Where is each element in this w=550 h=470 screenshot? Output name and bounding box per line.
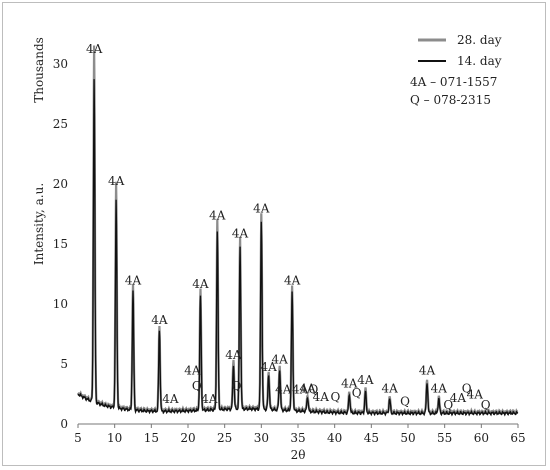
quartz-peak-label: Q	[231, 379, 241, 393]
zeolite-4a-peak-label: 4A	[382, 381, 399, 395]
x-axis-label: 2θ	[291, 448, 306, 462]
y-tick-label: 15	[53, 237, 68, 251]
zeolite-4a-peak-label: 4A	[419, 363, 436, 377]
y-axis-label: Intensity, a.u.	[32, 183, 46, 265]
chart-frame	[2, 2, 546, 466]
y-tick-label: 25	[53, 117, 68, 131]
zeolite-4a-peak-label: 4A	[284, 273, 301, 287]
zeolite-4a-peak-label: 4A	[232, 227, 249, 241]
x-tick-label: 50	[400, 431, 415, 445]
x-tick-label: 30	[254, 431, 269, 445]
x-tick-label: 60	[474, 431, 489, 445]
zeolite-4a-peak-label: 4A	[467, 387, 484, 401]
zeolite-4a-peak-label: 4A	[450, 391, 467, 405]
quartz-peak-label: Q	[443, 398, 453, 412]
zeolite-4a-peak-label: 4A	[431, 381, 448, 395]
quartz-peak-label: Q	[352, 386, 362, 400]
x-tick-label: 5	[74, 431, 82, 445]
zeolite-4a-peak-label: 4A	[357, 373, 374, 387]
zeolite-4a-peak-label: 4A	[261, 360, 278, 374]
y-tick-label: 10	[53, 297, 68, 311]
zeolite-4a-peak-label: 4A	[292, 383, 309, 397]
y-tick-label: 20	[53, 177, 68, 191]
quartz-peak-label: Q	[330, 390, 340, 404]
quartz-peak-label: Q	[400, 395, 410, 409]
y-tick-label: 30	[53, 57, 68, 71]
zeolite-4a-peak-label: 4A	[125, 273, 142, 287]
zeolite-4a-peak-label: 4A	[151, 313, 168, 327]
x-tick-label: 35	[290, 431, 305, 445]
x-tick-label: 20	[180, 431, 195, 445]
quartz-peak-label: Q	[481, 398, 491, 412]
peak-annotations: 4A4A4A4A4A4AQ4A4A4A4AQ4A4A4A4A4A4A4A4AQ4…	[86, 42, 491, 412]
x-tick-label: 25	[217, 431, 232, 445]
zeolite-4a-peak-label: 4A	[162, 392, 179, 406]
x-tick-label: 55	[437, 431, 452, 445]
zeolite-4a-peak-label: 4A	[86, 42, 103, 56]
y-tick-label: 5	[60, 357, 68, 371]
x-tick-label: 10	[107, 431, 122, 445]
zeolite-4a-peak-label: 4A	[225, 348, 242, 362]
legend: 28. day 14. day	[418, 33, 502, 68]
zeolite-4a-peak-label: 4A	[313, 390, 330, 404]
quartz-peak-label: Q	[192, 379, 202, 393]
x-tick-label: 40	[327, 431, 342, 445]
y-tick-label: 0	[60, 417, 68, 431]
x-tick-label: 45	[364, 431, 379, 445]
reference-q: Q – 078-2315	[410, 93, 491, 107]
quartz-peak-label: Q	[308, 383, 318, 397]
zeolite-4a-peak-label: 4A	[272, 353, 289, 367]
zeolite-4a-peak-label: 4A	[341, 377, 358, 391]
zeolite-4a-peak-label: 4A	[201, 392, 218, 406]
zeolite-4a-peak-label: 4A	[192, 277, 209, 291]
y-unit-label: Thousands	[32, 37, 46, 103]
quartz-peak-label: Q	[462, 381, 472, 395]
x-tick-label: 15	[144, 431, 159, 445]
legend-label-14-day: 14. day	[457, 54, 502, 68]
zeolite-4a-peak-label: 4A	[184, 363, 201, 377]
zeolite-4a-peak-label: 4A	[275, 383, 292, 397]
series-line-14-day	[77, 79, 519, 417]
reference-4a: 4A – 071-1557	[410, 75, 497, 89]
zeolite-4a-peak-label: 4A	[253, 201, 270, 215]
x-tick-label: 65	[510, 431, 525, 445]
zeolite-4a-peak-label: 4A	[108, 174, 125, 188]
zeolite-4a-peak-label: 4A	[209, 209, 226, 223]
legend-label-28-day: 28. day	[457, 33, 502, 47]
zeolite-4a-peak-label: 4A	[299, 381, 316, 395]
series-lines	[77, 45, 519, 417]
